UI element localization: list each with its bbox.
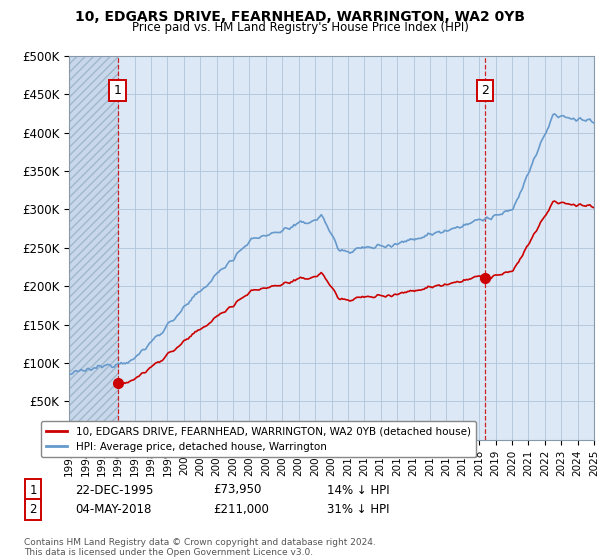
Text: 1: 1 [114,84,122,97]
Text: 04-MAY-2018: 04-MAY-2018 [75,503,151,516]
Bar [69,56,118,440]
Text: 10, EDGARS DRIVE, FEARNHEAD, WARRINGTON, WA2 0YB: 10, EDGARS DRIVE, FEARNHEAD, WARRINGTON,… [75,10,525,24]
Legend: 10, EDGARS DRIVE, FEARNHEAD, WARRINGTON, WA2 0YB (detached house), HPI: Average : 10, EDGARS DRIVE, FEARNHEAD, WARRINGTON,… [41,421,476,457]
Text: 2: 2 [29,503,37,516]
Text: 14% ↓ HPI: 14% ↓ HPI [327,483,389,497]
Text: £211,000: £211,000 [213,503,269,516]
Text: 31% ↓ HPI: 31% ↓ HPI [327,503,389,516]
Text: 1: 1 [29,483,37,497]
Text: Price paid vs. HM Land Registry's House Price Index (HPI): Price paid vs. HM Land Registry's House … [131,21,469,34]
Text: 2: 2 [481,84,489,97]
Text: Contains HM Land Registry data © Crown copyright and database right 2024.
This d: Contains HM Land Registry data © Crown c… [24,538,376,557]
Text: 22-DEC-1995: 22-DEC-1995 [75,483,154,497]
Text: £73,950: £73,950 [213,483,262,497]
